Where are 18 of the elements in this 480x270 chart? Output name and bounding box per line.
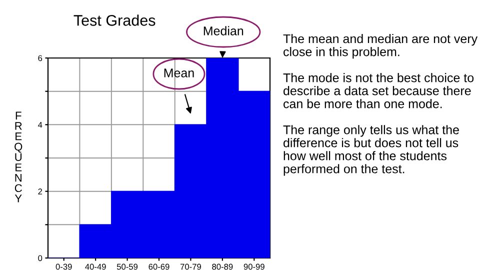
annotation: Mean [164, 68, 194, 78]
x-tick-label: 70-79 [180, 264, 201, 270]
x-tick-label: 90-99 [244, 264, 264, 270]
x-tick-label: 50-59 [116, 264, 138, 270]
text: The mode is not the best choice to describe a data set because there can be more than one mode. [283, 73, 474, 108]
text: The range only tells us what the difference is but does not tell us how well most of the students performed on the test. [283, 125, 459, 176]
x-tick-label: 0-39 [56, 264, 72, 270]
chart-title: Test Grades [74, 14, 156, 26]
y-tick-label: 4 [38, 122, 42, 128]
text: The mean and median are not very close in this problem. [283, 34, 478, 59]
text: FREQUENCY [14, 112, 22, 202]
y-tick-label: 0 [38, 255, 42, 262]
text: Median [204, 26, 244, 36]
x-tick-label: 40-49 [85, 264, 106, 270]
x-tick-label: 60-69 [148, 264, 170, 270]
y-tick-label: 2 [38, 188, 42, 194]
y-tick-label: 6 [38, 55, 42, 62]
x-tick-label: 80-89 [212, 264, 233, 270]
